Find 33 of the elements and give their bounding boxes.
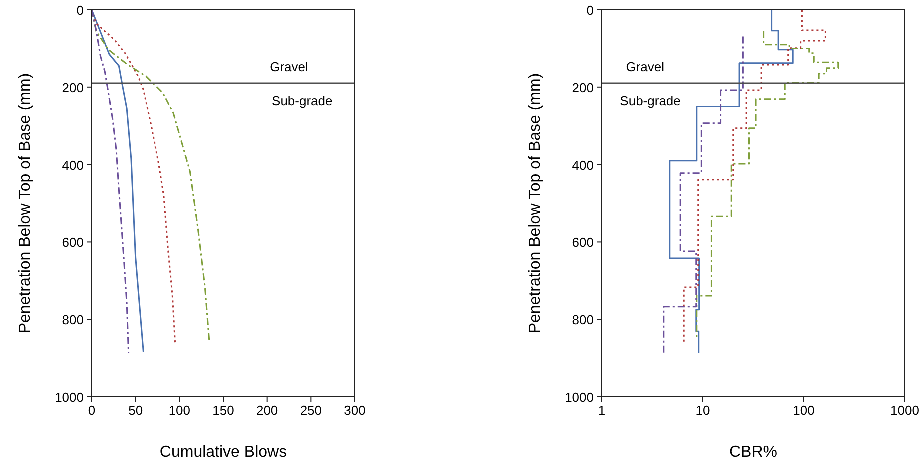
annotation: Gravel <box>626 60 665 75</box>
x-tick-label: 200 <box>256 403 278 418</box>
y-tick-label: 600 <box>572 235 594 250</box>
y-tick-label: 400 <box>62 158 84 173</box>
y-tick-label: 800 <box>62 312 84 328</box>
x-tick-label: 1 <box>598 403 606 418</box>
x-axis-title: CBR% <box>729 444 778 461</box>
y-tick-label: 1000 <box>55 390 84 405</box>
y-axis-title: Penetration Below Top of Base (mm) <box>17 73 34 334</box>
y-tick-label: 400 <box>572 158 594 173</box>
x-tick-label: 0 <box>88 403 96 418</box>
annotation: Sub-grade <box>272 94 333 109</box>
x-tick-label: 150 <box>212 403 234 418</box>
x-tick-label: 300 <box>344 403 366 418</box>
x-tick-label: 100 <box>793 403 815 418</box>
y-tick-label: 800 <box>572 312 594 328</box>
y-tick-label: 200 <box>62 80 84 96</box>
line-series <box>91 9 130 354</box>
x-tick-label: 10 <box>696 403 710 418</box>
x-axis-title: Cumulative Blows <box>160 444 288 461</box>
y-tick-label: 200 <box>572 80 594 96</box>
annotation: Sub-grade <box>620 94 681 109</box>
y-tick-label: 0 <box>586 3 594 18</box>
y-axis-title: Penetration Below Top of Base (mm) <box>527 73 544 334</box>
annotation: Gravel <box>270 60 308 75</box>
x-tick-label: 1000 <box>890 403 920 418</box>
y-tick-label: 600 <box>62 235 84 250</box>
y-tick-label: 1000 <box>565 390 594 405</box>
x-tick-label: 250 <box>300 403 322 418</box>
x-tick-label: 100 <box>168 403 191 418</box>
y-tick-label: 0 <box>76 3 84 18</box>
x-tick-label: 50 <box>128 403 144 418</box>
line-series <box>91 9 144 354</box>
